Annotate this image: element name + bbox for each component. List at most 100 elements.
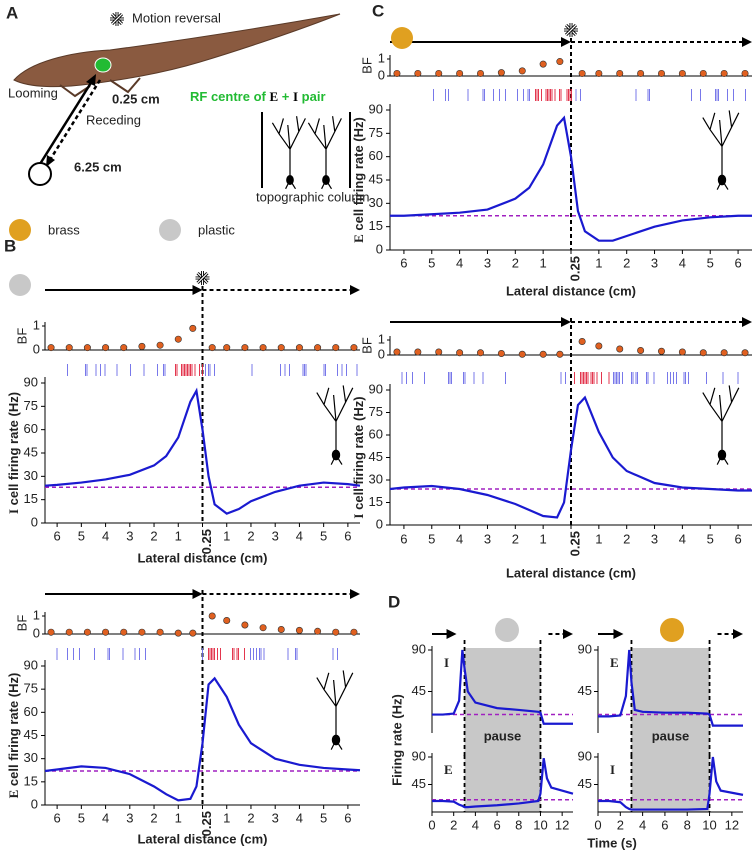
y-tick-label: 45 [24,727,38,742]
bf-dot [120,344,128,352]
y-axis-title: I cell firing rate (Hz) [351,396,366,518]
x-tick-label: 4 [472,817,479,832]
cell-type: I [351,513,366,518]
bf-dot [223,616,231,624]
x-tick-label: 5 [78,528,85,543]
bf-dot [518,67,526,75]
y-tick-label: 45 [578,776,592,791]
bf-dot [556,350,564,358]
y-tick-label: 15 [24,773,38,788]
y-tick-label: 60 [369,426,383,441]
bf-tick-label: 1 [378,50,385,65]
y-axis-title: E cell firing rate (Hz) [351,117,366,243]
bf-dot [497,69,505,77]
x-tick-label: 1 [540,255,547,270]
x-axis-title: Time (s) [587,835,637,850]
y-tick-label: 0 [31,796,38,811]
arrow-head [446,629,457,639]
rf-text: RF centre of [190,89,267,104]
bf-label: BF [359,337,374,354]
y-tick-label: 0 [31,514,38,529]
stimulus-outline [28,162,52,186]
neuron-soma [331,449,341,461]
x-tick-label: 6 [53,810,60,825]
pause-label: pause [652,728,690,743]
x-tick-label: 2 [512,531,519,546]
arrow-head [86,74,96,86]
legend-label: brass [48,222,80,237]
x-tick-label: 8 [515,817,522,832]
firing-curve [389,395,752,519]
bf-dot [259,624,267,632]
neuron-sketch [702,110,740,190]
bf-dot [350,628,358,636]
arrow-head [613,629,624,639]
x-tick-label: 0.25 [199,529,214,554]
bf-dot [393,348,401,356]
arrow-head [561,317,571,327]
rf-plus: + [282,89,290,104]
cell-type: I [610,762,615,777]
bf-dot [616,69,624,77]
stimulus [495,618,519,642]
firing-curve [432,758,574,809]
x-tick-label: 12 [555,817,569,832]
y-tick-label: 75 [369,125,383,140]
x-tick-label: 4 [296,528,303,543]
y-axis-title-text: cell firing rate (Hz) [6,673,21,786]
x-tick-label: 0.25 [199,811,214,836]
y-tick-label: 45 [412,776,426,791]
bf-tick-label: 1 [33,607,40,622]
x-tick-label: 1 [223,528,230,543]
x-axis-title: Lateral distance (cm) [137,550,267,565]
bf-dot [414,69,422,77]
pause-shade [464,755,541,812]
neuron-sketch [702,385,740,465]
y-tick-label: 30 [369,471,383,486]
reversal-label: Motion reversal [132,10,221,25]
bf-dot [476,349,484,357]
x-axis-title: Lateral distance (cm) [137,831,267,846]
y-tick-label: 90 [24,657,38,672]
bf-label: BF [359,57,374,74]
x-tick-label: 5 [320,528,327,543]
x-tick-label: 12 [725,817,739,832]
bf-dot [208,612,216,620]
firing-curve [390,115,752,242]
bf-dot [277,344,285,352]
fish [13,13,341,98]
bf-dot [678,348,686,356]
x-tick-label: 2 [247,810,254,825]
bf-dot [578,69,586,77]
bf-label: BF [14,615,29,632]
bf-dot [120,628,128,636]
y-axis-title-text: cell firing rate (Hz) [351,117,366,230]
rf-pair: pair [302,89,326,104]
y-tick-label: 30 [24,750,38,765]
x-tick-label: 2 [623,255,630,270]
bf-tick-label: 1 [378,331,385,346]
reversal-symbol [111,13,123,25]
y-tick-label: 45 [369,171,383,186]
bf-dot [699,69,707,77]
bf-dot [657,347,665,355]
bf-dot [156,628,164,636]
x-tick-label: 2 [247,528,254,543]
firing-curve [44,387,361,515]
y-tick-label: 60 [24,421,38,436]
x-tick-label: 6 [344,810,351,825]
arrow-head [46,155,55,167]
arrow-head [350,285,360,295]
rf-label: RF centre of E + I pair [190,89,326,104]
x-tick-label: 3 [651,255,658,270]
bf-dot [47,628,55,636]
y-tick-label: 15 [369,494,383,509]
neuron-soma [717,449,727,461]
y-tick-label: 45 [369,449,383,464]
bf-dot [678,69,686,77]
y-tick-label: 90 [578,748,592,763]
bf-dot [295,626,303,634]
bf-dot [277,625,285,633]
bf-dot [241,344,249,352]
